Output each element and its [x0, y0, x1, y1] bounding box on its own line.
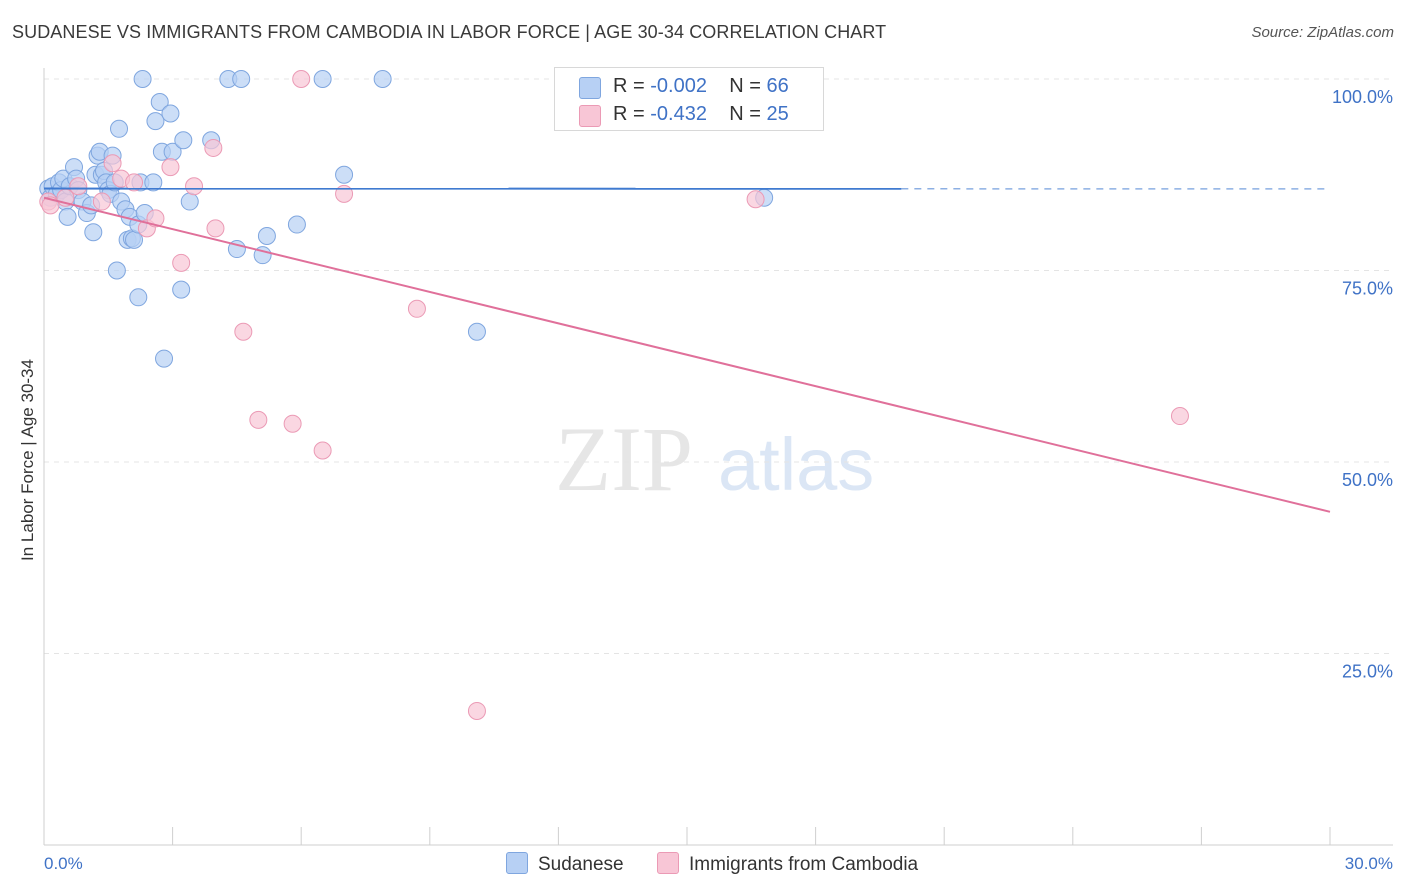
sudanese-point-42 [150, 92, 169, 111]
bottom-legend-label-sudanese: Sudanese [538, 854, 624, 875]
cambodia-point-10 [161, 158, 180, 177]
cambodia-point-23 [746, 190, 765, 209]
sudanese-point-16 [84, 223, 103, 242]
y-axis-label: In Labor Force | Age 30-34 [18, 359, 37, 561]
bottom-legend-label-cambodia: Immigrants from Cambodia [689, 854, 919, 875]
cambodia-trend-line [43, 196, 1331, 513]
legend-swatch-pink [579, 105, 601, 127]
cambodia-point-13 [204, 138, 223, 157]
sudanese-point-28 [110, 119, 129, 138]
legend-r-label: R = [613, 103, 645, 125]
x-tick-labels: 0.0% 30.0% [44, 854, 1393, 873]
cambodia-point-19 [313, 441, 332, 460]
sudanese-point-35 [129, 288, 148, 307]
legend-swatch-blue [579, 77, 601, 99]
legend-n-label: N = [729, 75, 761, 97]
cambodia-point-11 [172, 253, 191, 272]
cambodia-point-4 [92, 192, 111, 211]
legend-n-value-blue: 66 [766, 75, 789, 97]
sudanese-point-47 [172, 280, 191, 299]
legend-r-value-blue: -0.002 [650, 75, 707, 97]
sudanese-point-55 [257, 227, 276, 246]
trend-lines [43, 187, 1331, 513]
cambodia-point-22 [467, 701, 486, 720]
sudanese-point-56 [287, 215, 306, 234]
correlation-legend: R = -0.002 N = 66 R = -0.432 N = 25 [554, 67, 824, 131]
cambodia-point-3 [69, 177, 88, 196]
sudanese-point-57 [313, 70, 332, 88]
bottom-legend-swatch-pink [657, 852, 679, 874]
sudanese-point-53 [232, 70, 251, 88]
cambodia-points [39, 70, 1189, 720]
watermark: ZIP atlas [555, 408, 874, 510]
bottom-legend-swatch-blue [506, 852, 528, 874]
cambodia-point-24 [1170, 407, 1189, 426]
sudanese-point-27 [107, 261, 126, 280]
cambodia-point-5 [103, 154, 122, 173]
legend-n-label: N = [729, 103, 761, 125]
cambodia-point-18 [292, 70, 311, 88]
sudanese-point-38 [133, 70, 152, 88]
sudanese-point-49 [180, 192, 199, 211]
y-tick-label-75: 75.0% [1342, 279, 1393, 299]
cambodia-point-16 [249, 410, 268, 429]
sudanese-point-44 [155, 349, 174, 368]
cambodia-point-21 [407, 299, 426, 318]
legend-r-label: R = [613, 75, 645, 97]
sudanese-point-48 [174, 131, 193, 150]
x-tick-label-right: 30.0% [1345, 854, 1393, 873]
bottom-legend-cambodia: Immigrants from Cambodia [657, 852, 918, 876]
cambodia-point-17 [283, 414, 302, 433]
legend-n-value-pink: 25 [766, 103, 789, 125]
cambodia-point-14 [206, 219, 225, 238]
watermark-atlas: atlas [718, 423, 874, 506]
cambodia-point-15 [234, 322, 253, 341]
cambodia-point-9 [146, 209, 165, 228]
cambodia-point-20 [335, 184, 354, 203]
sudanese-point-58 [335, 165, 354, 184]
legend-r-value-pink: -0.432 [650, 103, 707, 125]
axes [43, 68, 1393, 846]
y-tick-label-25: 25.0% [1342, 662, 1393, 682]
sudanese-point-41 [146, 112, 165, 131]
source-label: Source: ZipAtlas.com [1251, 24, 1394, 41]
sudanese-point-40 [144, 173, 163, 192]
y-tick-label-100: 100.0% [1332, 87, 1393, 107]
cambodia-point-7 [125, 173, 144, 192]
y-tick-label-50: 50.0% [1342, 470, 1393, 490]
watermark-zip: ZIP [555, 408, 693, 510]
sudanese-point-59 [373, 70, 392, 88]
y-tick-labels: 100.0% 75.0% 50.0% 25.0% [1332, 87, 1393, 682]
x-tick-label-left: 0.0% [44, 854, 83, 873]
grid-lines [44, 78, 1393, 654]
cambodia-point-12 [185, 177, 204, 196]
bottom-legend-sudanese: Sudanese [506, 852, 624, 876]
sudanese-point-60 [467, 322, 486, 341]
sudanese-point-8 [58, 207, 77, 226]
sudanese-point-45 [161, 104, 180, 123]
chart-title: SUDANESE VS IMMIGRANTS FROM CAMBODIA IN … [12, 22, 887, 42]
